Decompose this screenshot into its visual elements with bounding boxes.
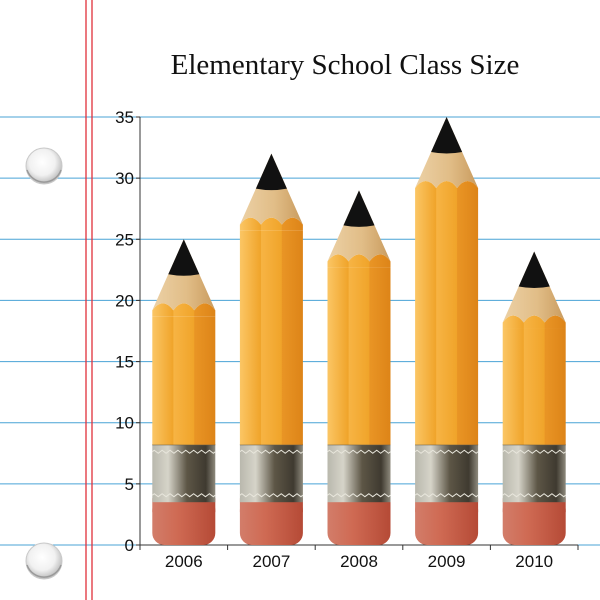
x-tick-label: 2009: [428, 552, 466, 571]
pencil-ferrule: [502, 444, 566, 503]
pencil-body: [327, 267, 391, 445]
pencil-bar-2008: [327, 190, 391, 545]
ferrule-crimp: [239, 493, 304, 498]
pencil-lead-tip: [343, 190, 375, 227]
y-tick-label: 25: [115, 230, 134, 249]
ferrule-crimp: [502, 493, 567, 498]
pencil-body: [152, 316, 216, 445]
ferrule-crimp: [327, 449, 391, 454]
ferrule-crimp: [414, 493, 479, 498]
pencil-lead-tip: [431, 117, 463, 154]
x-tick-label: 2008: [340, 552, 378, 571]
x-tick-label: 2006: [165, 552, 203, 571]
pencil-bars: [151, 117, 567, 545]
x-tick-label: 2007: [252, 552, 290, 571]
pencil-body-scallop: [152, 303, 216, 317]
pencil-body: [415, 194, 479, 445]
ferrule-crimp: [414, 449, 479, 454]
y-tick-label: 15: [115, 353, 134, 372]
pencil-body: [239, 230, 303, 445]
pencil-body-scallop: [239, 217, 303, 231]
pencil-bar-2006: [151, 239, 216, 545]
pencil-ferrule: [327, 444, 391, 503]
pencil-ferrule: [152, 444, 216, 503]
pencil-bar-2009: [414, 117, 479, 545]
ferrule-crimp: [151, 449, 216, 454]
pencil-body-scallop: [327, 254, 391, 268]
pencil-ferrule: [239, 444, 303, 503]
x-tick-label: 2010: [515, 552, 553, 571]
ferrule-crimp: [239, 449, 304, 454]
x-axis: 2006 2007 2008 2009 2010: [139, 544, 579, 571]
pencil-lead-tip: [168, 239, 200, 276]
pencil-lead-tip: [518, 251, 550, 289]
punch-hole-icon: [25, 542, 63, 580]
y-tick-label: 10: [115, 414, 134, 433]
pencil-bar-2007: [239, 153, 304, 545]
punch-hole-icon: [25, 147, 63, 185]
pencil-lead-tip: [255, 153, 287, 191]
ferrule-crimp: [151, 493, 216, 498]
y-tick-label: 35: [115, 108, 134, 127]
y-tick-label: 5: [125, 475, 134, 494]
pencil-ferrule: [415, 444, 479, 503]
y-axis: 0 5 10 15 20 25 30 35: [115, 108, 141, 555]
y-tick-label: 20: [115, 291, 134, 310]
ferrule-crimp: [327, 493, 391, 498]
pencil-body-scallop: [415, 181, 479, 194]
y-tick-label: 0: [125, 536, 134, 555]
ferrule-crimp: [502, 449, 567, 454]
pencil-bar-2010: [502, 251, 567, 545]
chart-title: Elementary School Class Size: [171, 49, 520, 81]
pencil-body: [502, 328, 566, 445]
pencil-body-scallop: [502, 315, 566, 329]
y-tick-label: 30: [115, 169, 134, 188]
